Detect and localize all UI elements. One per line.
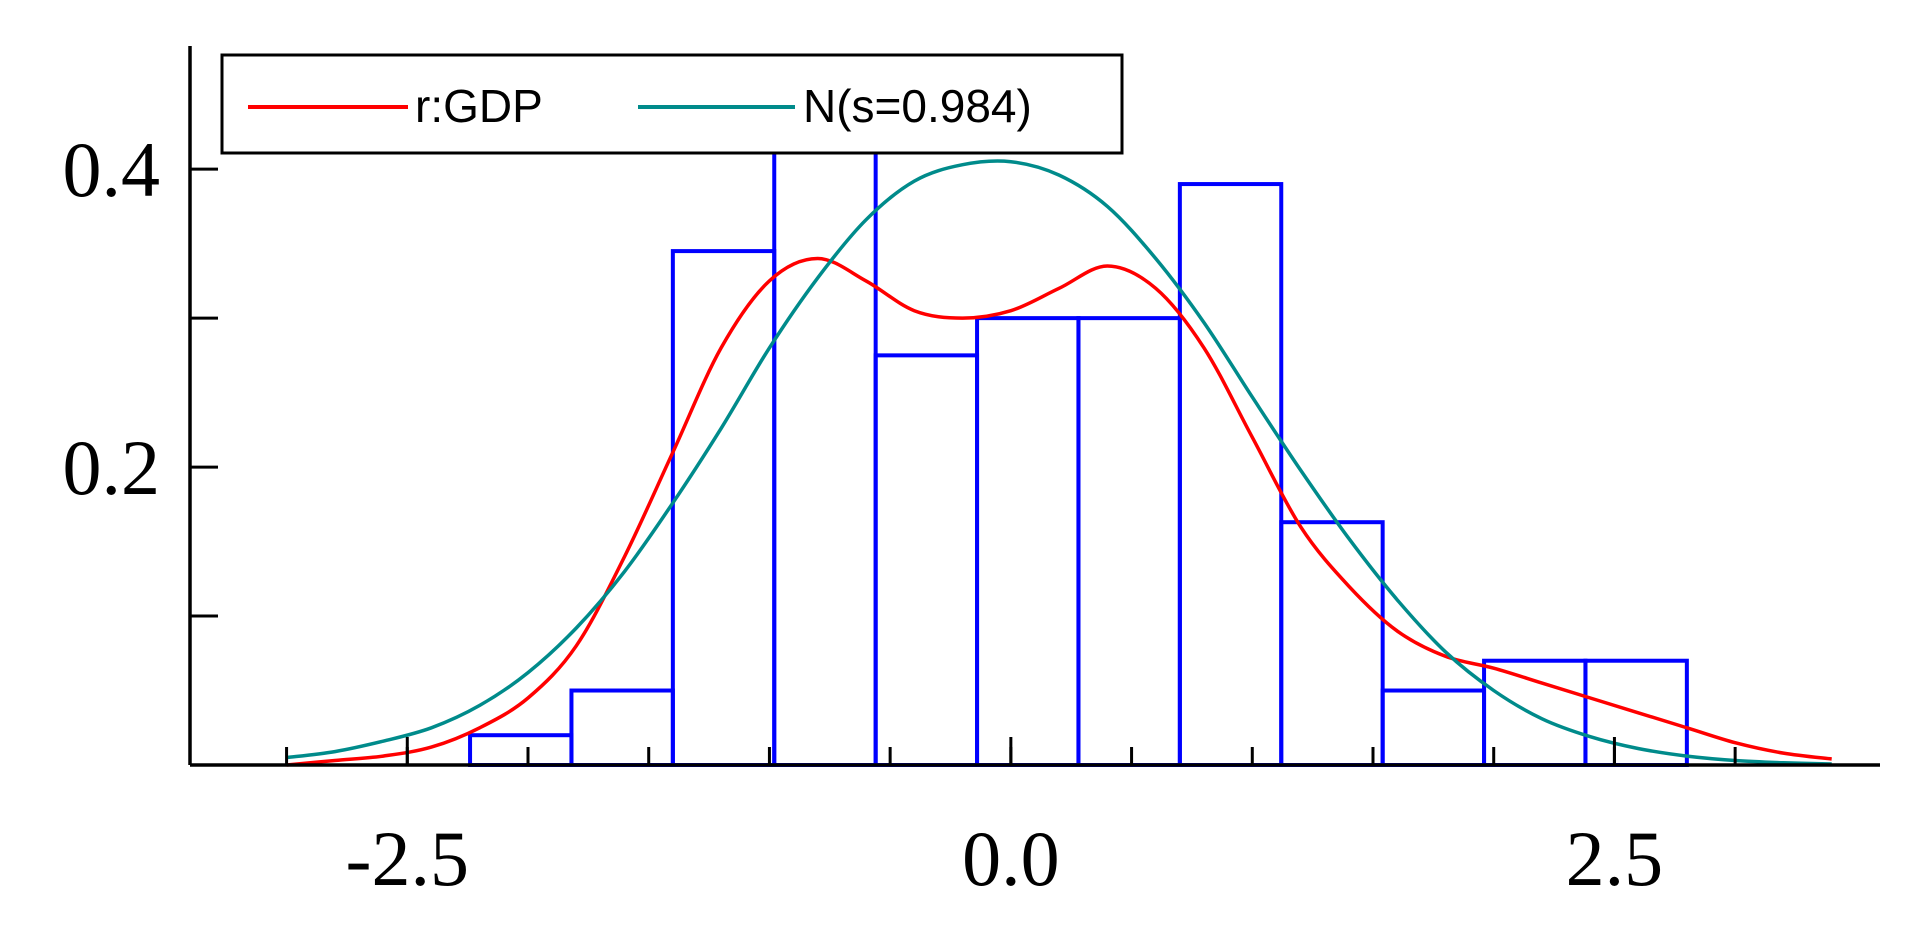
x-tick-label-0: -2.5 bbox=[346, 815, 469, 902]
histogram-bar-9 bbox=[1380, 688, 1487, 767]
density-lines bbox=[286, 159, 1832, 767]
histogram-bar-4 bbox=[873, 353, 980, 767]
y-tick-label-3: 0.4 bbox=[63, 126, 161, 213]
legend-label-0: r:GDP bbox=[415, 80, 543, 132]
y-tick-label-1: 0.2 bbox=[63, 424, 161, 511]
axes: -2.5 0.0 2.5 0.2 0.4 bbox=[63, 46, 1880, 902]
histogram-bar-6 bbox=[1076, 316, 1182, 767]
series-line-r-gdp bbox=[286, 256, 1832, 767]
histogram-bar-8 bbox=[1279, 520, 1385, 768]
histogram-bar-1 bbox=[569, 688, 675, 767]
histogram-bar-5 bbox=[975, 316, 1081, 767]
histogram-bar-3 bbox=[772, 144, 878, 767]
histogram-bar-2 bbox=[670, 249, 777, 767]
series-line-normal bbox=[286, 159, 1832, 766]
x-tick-label-1: 0.0 bbox=[962, 815, 1060, 902]
legend-label-1: N(s=0.984) bbox=[803, 80, 1032, 132]
legend: r:GDP N(s=0.984) bbox=[220, 53, 1124, 155]
histogram-bar-10 bbox=[1482, 658, 1588, 768]
histogram-bar-0 bbox=[468, 733, 574, 767]
x-tick-label-2: 2.5 bbox=[1566, 815, 1664, 902]
legend-box bbox=[220, 53, 1124, 155]
histogram-bar-7 bbox=[1177, 182, 1284, 767]
